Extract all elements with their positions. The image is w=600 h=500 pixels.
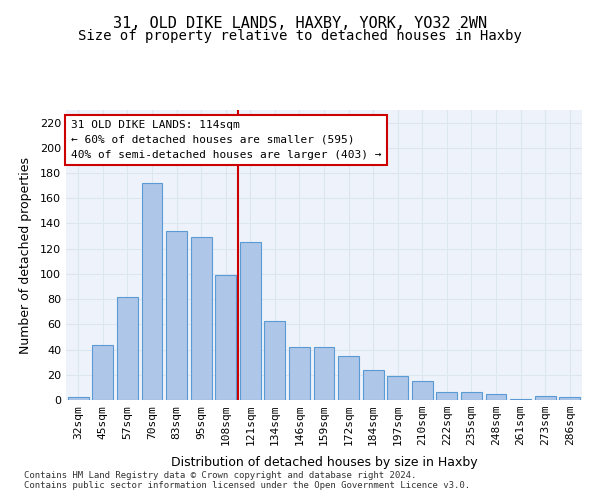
Text: Contains HM Land Registry data © Crown copyright and database right 2024.
Contai: Contains HM Land Registry data © Crown c… <box>24 470 470 490</box>
Bar <box>510 398 531 400</box>
Bar <box>535 396 556 400</box>
Bar <box>387 376 408 400</box>
Bar <box>265 320 286 400</box>
Bar <box>117 296 138 400</box>
Bar <box>314 347 334 400</box>
Bar <box>142 183 163 400</box>
Bar <box>436 392 457 400</box>
X-axis label: Distribution of detached houses by size in Haxby: Distribution of detached houses by size … <box>170 456 478 469</box>
Bar <box>92 344 113 400</box>
Bar <box>485 394 506 400</box>
Y-axis label: Number of detached properties: Number of detached properties <box>19 156 32 354</box>
Bar <box>191 238 212 400</box>
Bar <box>240 242 261 400</box>
Bar <box>68 398 89 400</box>
Text: 31, OLD DIKE LANDS, HAXBY, YORK, YO32 2WN: 31, OLD DIKE LANDS, HAXBY, YORK, YO32 2W… <box>113 16 487 31</box>
Bar <box>412 381 433 400</box>
Text: 31 OLD DIKE LANDS: 114sqm
← 60% of detached houses are smaller (595)
40% of semi: 31 OLD DIKE LANDS: 114sqm ← 60% of detac… <box>71 120 382 160</box>
Bar <box>289 347 310 400</box>
Bar <box>362 370 383 400</box>
Bar <box>166 231 187 400</box>
Text: Size of property relative to detached houses in Haxby: Size of property relative to detached ho… <box>78 29 522 43</box>
Bar <box>338 356 359 400</box>
Bar <box>215 275 236 400</box>
Bar <box>559 398 580 400</box>
Bar <box>461 392 482 400</box>
